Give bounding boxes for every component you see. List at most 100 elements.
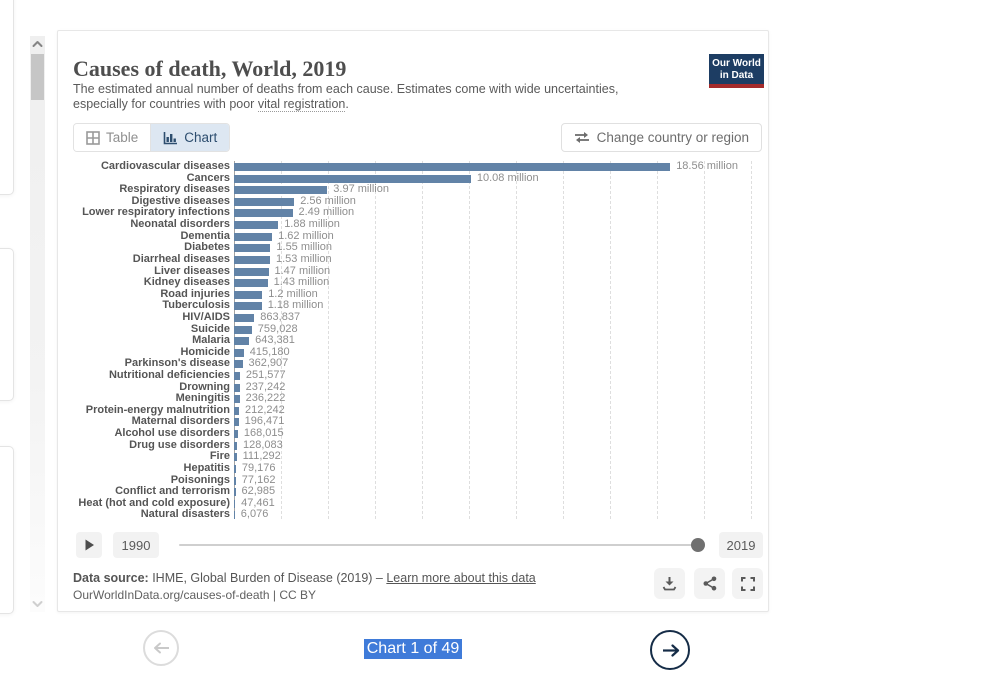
bar[interactable] — [234, 418, 239, 427]
bar[interactable] — [234, 313, 255, 322]
chart-row: Neonatal disorders 1.88 million — [73, 218, 764, 231]
bar-value-label: 759,028 — [257, 322, 298, 335]
bar[interactable] — [234, 348, 244, 357]
bar-value-label: 1.88 million — [284, 218, 340, 231]
gridline — [281, 161, 282, 519]
chart-row: Maternal disorders 196,471 — [73, 416, 764, 428]
bar[interactable] — [234, 244, 271, 253]
bar[interactable] — [234, 290, 263, 299]
bar[interactable] — [234, 197, 295, 206]
chart-row: Parkinson's disease 362,907 — [73, 358, 764, 370]
chart-row: Homicide 415,180 — [73, 345, 764, 359]
gridline — [516, 161, 517, 519]
bar-value-label: 1.18 million — [267, 299, 324, 312]
chart-row: Poisonings 77,162 — [73, 474, 764, 487]
gridline — [328, 161, 329, 519]
page-scrollbar[interactable] — [30, 36, 45, 612]
bar[interactable] — [234, 302, 262, 311]
timeline-handle[interactable] — [691, 538, 705, 552]
bar[interactable] — [234, 279, 268, 288]
chart-row: Digestive diseases 2.56 million — [73, 195, 764, 208]
bar-category-label: Fire — [209, 450, 230, 463]
scrollbar-thumb[interactable] — [31, 54, 44, 100]
bar-category-label: Parkinson's disease — [124, 357, 230, 370]
bar[interactable] — [234, 511, 235, 520]
chevron-up-icon[interactable] — [31, 38, 44, 50]
bar[interactable] — [234, 267, 269, 276]
bar-value-label: 212,242 — [245, 403, 285, 416]
bar-value-label: 3.97 million — [333, 183, 389, 196]
bar-value-label: 18.56 million — [676, 160, 738, 172]
grid-icon — [86, 130, 100, 145]
bar[interactable] — [234, 232, 273, 241]
bar[interactable] — [234, 383, 240, 392]
chevron-down-icon[interactable] — [31, 598, 44, 610]
download-icon — [662, 577, 677, 591]
owid-logo[interactable]: Our World in Data — [709, 54, 764, 88]
bar[interactable] — [234, 337, 250, 346]
chart-row: Cardiovascular diseases 18.56 million — [73, 160, 764, 173]
chart-row: Hepatitis 79,176 — [73, 462, 764, 475]
bar[interactable] — [234, 395, 240, 404]
bar[interactable] — [234, 453, 237, 462]
chart-row: Protein-energy malnutrition 212,242 — [73, 403, 764, 417]
gridline — [563, 161, 564, 519]
bar-category-label: Drowning — [179, 380, 230, 393]
logo-line1: Our World — [712, 58, 761, 69]
bar[interactable] — [234, 488, 236, 497]
chart-row: Diabetes 1.55 million — [73, 242, 764, 254]
tab-table[interactable]: Table — [74, 124, 151, 151]
chart-row: HIV/AIDS 863,837 — [73, 311, 764, 324]
bar-value-label: 6,076 — [240, 508, 269, 521]
learn-more-link[interactable]: Learn more about this data — [386, 571, 536, 585]
next-chart-button[interactable] — [650, 630, 690, 670]
bar[interactable] — [234, 372, 240, 381]
bar-category-label: Homicide — [180, 345, 230, 358]
download-button[interactable] — [654, 568, 685, 599]
bar[interactable] — [234, 174, 471, 183]
change-country-button[interactable]: Change country or region — [560, 123, 762, 152]
bar[interactable] — [234, 406, 239, 415]
gridline — [610, 161, 611, 519]
bar[interactable] — [234, 163, 671, 171]
bar[interactable] — [234, 430, 238, 439]
chart-row: Fire 111,292 — [73, 451, 764, 463]
bar[interactable] — [234, 255, 270, 264]
citation-line: OurWorldInData.org/causes-of-death | CC … — [73, 588, 316, 602]
bar[interactable] — [234, 476, 236, 485]
bar[interactable] — [234, 360, 243, 369]
timeline-end-year[interactable]: 2019 — [719, 532, 763, 558]
chart-counter-wrap: Chart 1 of 49 — [57, 639, 769, 659]
play-button[interactable] — [76, 532, 102, 558]
bar[interactable] — [234, 209, 293, 218]
bar[interactable] — [234, 325, 252, 334]
bar-value-label: 643,381 — [255, 334, 295, 347]
bar[interactable] — [234, 221, 279, 230]
bar-value-label: 2.49 million — [298, 206, 355, 219]
expand-icon — [740, 576, 755, 591]
bar-value-label: 415,180 — [249, 345, 290, 358]
prev-chart-button[interactable] — [143, 630, 179, 666]
bar-value-label: 128,083 — [243, 438, 283, 451]
tab-chart[interactable]: Chart — [150, 124, 230, 151]
bar-category-label: Cancers — [186, 171, 230, 184]
chart-counter[interactable]: Chart 1 of 49 — [363, 639, 463, 659]
chart-row: Liver diseases 1.47 million — [73, 264, 764, 278]
timeline-track[interactable] — [179, 544, 701, 546]
bar[interactable] — [234, 464, 236, 473]
gridline — [657, 161, 658, 519]
fullscreen-button[interactable] — [732, 568, 763, 599]
bar[interactable] — [234, 499, 236, 508]
background-card — [0, 0, 14, 195]
view-tabs: Table Chart — [73, 123, 231, 152]
chart-row: Nutritional deficiencies 251,577 — [73, 369, 764, 382]
bar[interactable] — [234, 441, 237, 450]
bar[interactable] — [234, 186, 328, 195]
bar-value-label: 1.47 million — [274, 264, 331, 277]
timeline-start-year[interactable]: 1990 — [113, 532, 159, 558]
chart-row: Respiratory diseases 3.97 million — [73, 184, 764, 196]
bar-category-label: Nutritional deficiencies — [108, 369, 230, 382]
chart-row: Natural disasters 6,076 — [73, 509, 764, 521]
vital-registration-link[interactable]: vital registration — [257, 97, 346, 112]
share-button[interactable] — [694, 568, 725, 599]
